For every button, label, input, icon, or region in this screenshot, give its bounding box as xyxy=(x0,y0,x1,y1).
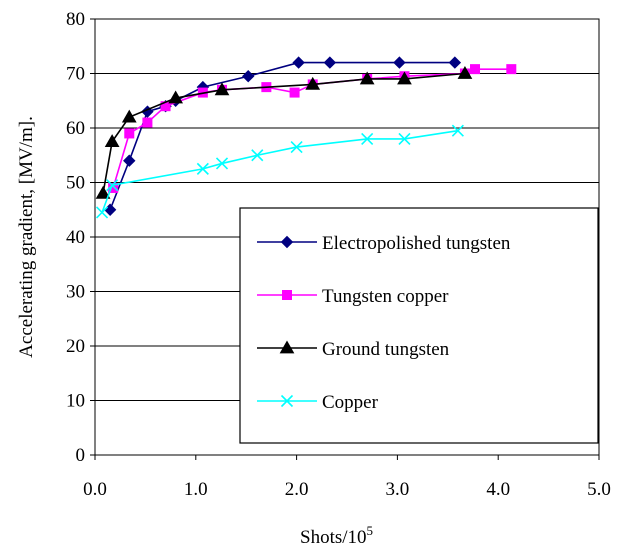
data-point-ground-tungsten xyxy=(305,76,321,90)
legend-marker-tungsten-copper xyxy=(282,290,292,300)
data-point-electropolished-tungsten xyxy=(393,56,406,69)
data-point-electropolished-tungsten xyxy=(292,56,305,69)
series-group xyxy=(95,56,517,219)
legend-label: Copper xyxy=(322,392,379,413)
y-axis-ticks: 0 10 20 30 40 50 60 70 80 xyxy=(66,9,95,466)
x-axis-title: Shots/105 xyxy=(300,523,373,548)
legend-box xyxy=(239,207,599,444)
y-tick-label: 80 xyxy=(66,9,85,30)
x-tick-label: 0.0 xyxy=(83,479,107,500)
x-tick-label: 4.0 xyxy=(486,479,510,500)
y-tick-label: 10 xyxy=(66,391,85,412)
data-point-ground-tungsten xyxy=(457,65,473,79)
series-copper xyxy=(95,124,464,219)
legend-label: Ground tungsten xyxy=(322,339,450,360)
data-point-copper xyxy=(251,149,264,162)
y-tick-label: 60 xyxy=(66,118,85,139)
legend: Electropolished tungsten Tungsten copper G… xyxy=(239,207,599,444)
data-point-ground-tungsten xyxy=(214,82,230,96)
series-line-ground-tungsten xyxy=(102,72,466,194)
y-tick-label: 50 xyxy=(66,173,85,194)
legend-marker-electropolished-tungsten xyxy=(280,235,294,249)
data-point-copper xyxy=(361,132,374,145)
legend-marker-copper xyxy=(280,394,294,408)
data-point-tungsten-copper xyxy=(142,117,153,128)
data-point-copper xyxy=(398,132,411,145)
data-point-copper xyxy=(95,206,109,219)
x-tick-label: 2.0 xyxy=(285,479,309,500)
y-tick-label: 40 xyxy=(66,227,85,248)
legend-items: Electropolished tungsten Tungsten copper G… xyxy=(257,233,511,413)
data-point-ground-tungsten xyxy=(121,109,137,123)
data-point-copper xyxy=(290,141,303,154)
x-axis-title-exponent: 5 xyxy=(367,523,374,538)
x-axis-ticks: 0.0 1.0 2.0 3.0 4.0 5.0 xyxy=(83,455,611,500)
data-point-ground-tungsten xyxy=(95,185,111,199)
y-tick-label: 20 xyxy=(66,336,85,357)
data-point-ground-tungsten xyxy=(397,71,412,85)
x-axis-title-text: Shots/10 xyxy=(300,527,367,548)
data-point-ground-tungsten xyxy=(104,134,120,147)
data-point-tungsten-copper xyxy=(506,64,517,75)
series-ground-tungsten xyxy=(95,65,473,199)
data-point-tungsten-copper xyxy=(289,87,300,98)
y-tick-label: 70 xyxy=(66,64,85,85)
data-point-copper xyxy=(106,179,119,192)
series-line-copper xyxy=(101,129,459,213)
legend-label: Tungsten copper xyxy=(322,286,449,307)
data-point-electropolished-tungsten xyxy=(123,154,136,167)
data-point-electropolished-tungsten xyxy=(323,56,337,69)
x-tick-label: 3.0 xyxy=(386,479,410,500)
data-point-copper xyxy=(196,162,209,175)
y-tick-label: 0 xyxy=(76,445,86,466)
series-line-electropolished-tungsten xyxy=(109,61,455,211)
data-point-tungsten-copper xyxy=(124,128,135,139)
data-point-tungsten-copper xyxy=(470,64,481,75)
legend-item-electropolished-tungsten: Electropolished tungsten xyxy=(257,233,511,254)
legend-label: Electropolished tungsten xyxy=(322,233,511,254)
x-tick-label: 1.0 xyxy=(184,479,208,500)
x-tick-label: 5.0 xyxy=(587,479,611,500)
data-point-ground-tungsten xyxy=(359,71,375,85)
data-point-electropolished-tungsten xyxy=(103,203,117,216)
data-point-copper xyxy=(451,124,464,137)
legend-item-ground-tungsten: Ground tungsten xyxy=(257,339,450,360)
legend-item-tungsten-copper: Tungsten copper xyxy=(257,286,449,307)
data-point-electropolished-tungsten xyxy=(242,70,255,83)
legend-item-copper: Copper xyxy=(257,392,379,413)
data-point-ground-tungsten xyxy=(168,90,184,104)
y-axis-title: Accelerating gradient, [MV/m]. xyxy=(16,116,37,358)
data-point-electropolished-tungsten xyxy=(448,56,462,69)
data-point-copper xyxy=(215,157,229,170)
legend-marker-ground-tungsten xyxy=(279,340,295,354)
y-tick-label: 30 xyxy=(66,282,85,303)
